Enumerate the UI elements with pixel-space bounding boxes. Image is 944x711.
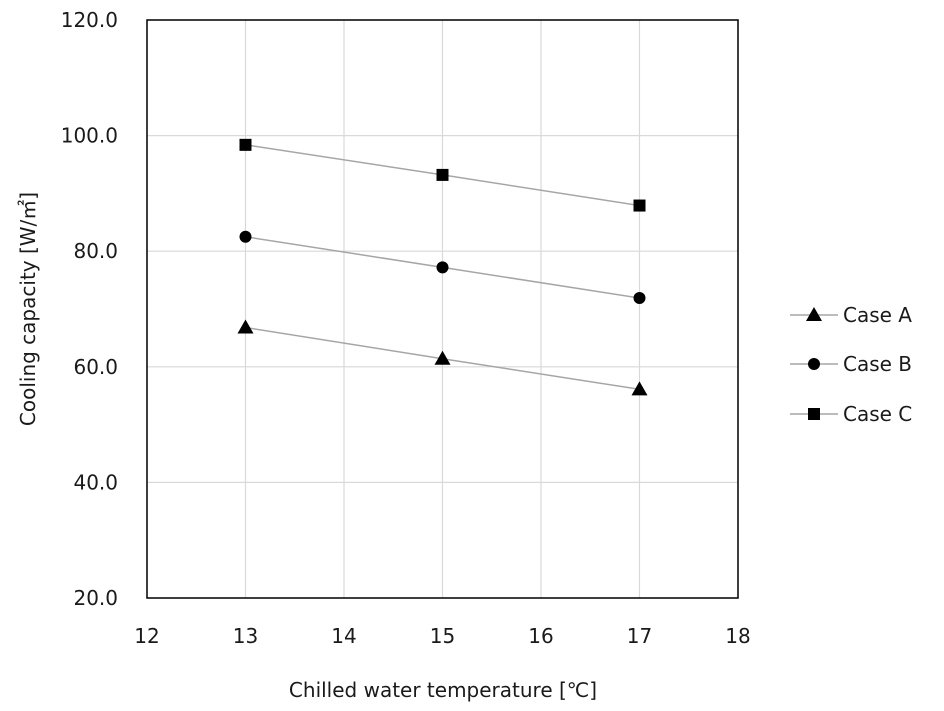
legend: Case A Case B Case C (790, 303, 912, 426)
x-tick-label: 13 (233, 624, 258, 648)
x-tick-label: 14 (331, 624, 356, 648)
data-point-case-c (239, 138, 252, 151)
x-tick-label: 15 (430, 624, 455, 648)
data-point-case-c (633, 199, 646, 212)
series (237, 138, 648, 396)
x-axis-ticks: 12 13 14 15 16 17 18 (134, 624, 750, 648)
data-point-case-c (436, 168, 449, 181)
y-tick-label: 100.0 (61, 124, 118, 148)
y-tick-label: 80.0 (73, 239, 118, 263)
legend-item-case-c: Case C (790, 402, 912, 426)
legend-marker (808, 408, 820, 420)
legend-marker (808, 358, 820, 370)
x-tick-label: 12 (134, 624, 159, 648)
grid (146, 19, 739, 599)
y-axis-ticks: 20.0 40.0 60.0 80.0 100.0 120.0 (61, 8, 118, 610)
legend-label: Case A (843, 303, 912, 327)
data-point-case-a (434, 350, 451, 365)
y-tick-label: 20.0 (73, 586, 118, 610)
data-point-case-b (436, 261, 449, 274)
legend-item-case-a: Case A (790, 303, 912, 327)
data-point-case-a (631, 381, 648, 396)
x-axis-title: Chilled water temperature [℃] (289, 678, 597, 702)
data-point-case-b (239, 230, 252, 243)
series-case-c (239, 138, 646, 212)
x-tick-label: 18 (725, 624, 750, 648)
legend-marker (806, 307, 822, 321)
legend-item-case-b: Case B (790, 352, 912, 376)
legend-label: Case B (843, 352, 912, 376)
x-tick-label: 16 (528, 624, 553, 648)
x-tick-label: 17 (627, 624, 652, 648)
y-tick-label: 60.0 (73, 355, 118, 379)
legend-label: Case C (843, 402, 912, 426)
y-tick-label: 40.0 (73, 470, 118, 494)
plot-frame (146, 19, 739, 599)
series-case-b (239, 230, 646, 305)
y-axis-title: Cooling capacity [W/㎡] (16, 192, 40, 426)
y-tick-label: 120.0 (61, 8, 118, 32)
data-point-case-b (633, 292, 646, 305)
data-point-case-a (237, 319, 254, 334)
series-case-a (237, 319, 648, 396)
